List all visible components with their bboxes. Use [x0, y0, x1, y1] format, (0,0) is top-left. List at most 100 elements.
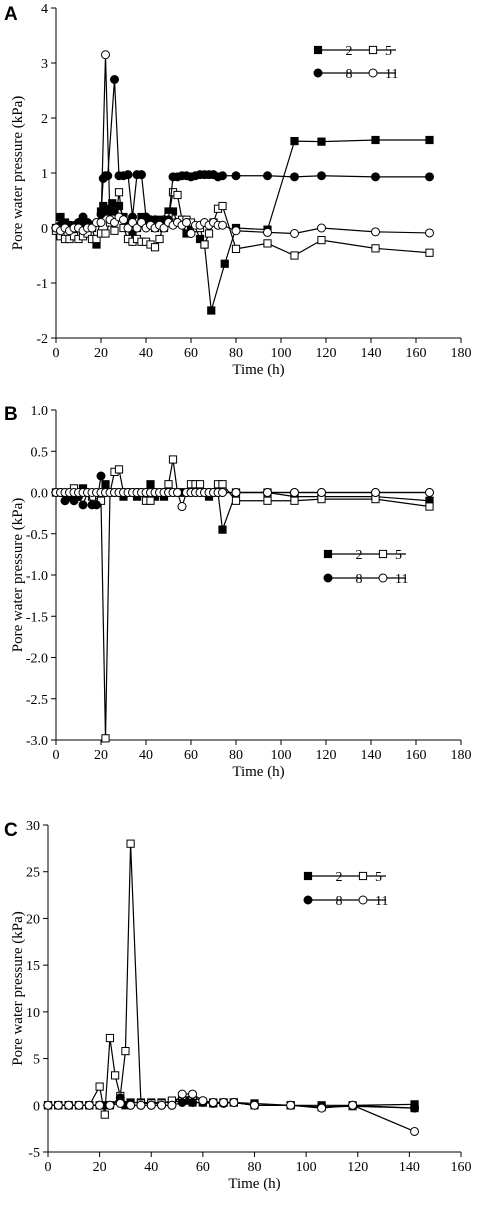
- x-tick-label: 140: [399, 1160, 420, 1175]
- data-point-series-11: [43, 1100, 53, 1110]
- x-tick-label: 120: [316, 748, 337, 763]
- y-tick-label: 20: [26, 912, 40, 927]
- data-point-series-11: [115, 1098, 125, 1108]
- legend-marker-8: [323, 573, 333, 583]
- data-point-series-11: [188, 1089, 198, 1099]
- x-axis-title: Time (h): [228, 1176, 280, 1192]
- data-point-series-5: [218, 480, 227, 489]
- legend-marker-5: [368, 45, 378, 55]
- y-tick-label: 10: [26, 1006, 40, 1021]
- y-tick-label: 3: [41, 57, 48, 72]
- legend-marker-11: [368, 68, 378, 78]
- legend-label-11: 11: [385, 67, 398, 82]
- data-point-series-11: [218, 220, 227, 230]
- x-tick-label: 80: [229, 748, 243, 763]
- chart-panel-b: B 0 20 40 60 80 100 120 140 160 180 -3.0 -2.5 -2.0 -1.…: [4, 404, 472, 780]
- x-tick-label: 0: [53, 748, 60, 763]
- legend-marker-11: [358, 895, 368, 905]
- data-point-series-5: [100, 1110, 109, 1119]
- data-point-series-2: [218, 525, 227, 534]
- legend-label-5: 5: [395, 548, 402, 563]
- y-tick-label: -2: [36, 332, 48, 347]
- data-point-series-11: [146, 1100, 156, 1110]
- data-point-series-5: [164, 480, 173, 489]
- y-tick-label: 15: [26, 959, 40, 974]
- data-point-series-5: [114, 465, 124, 474]
- x-axis-title: Time (h): [232, 764, 284, 780]
- y-tick-label: 1: [41, 167, 48, 182]
- data-point-series-11: [95, 1100, 105, 1110]
- data-point-series-11: [263, 488, 272, 497]
- data-point-series-11: [101, 50, 110, 60]
- y-tick-label: -5: [28, 1146, 40, 1161]
- legend-marker-2: [303, 871, 313, 881]
- legend-label-8: 8: [346, 67, 353, 82]
- data-point-series-8: [371, 172, 380, 182]
- data-point-series-5: [200, 240, 209, 249]
- x-tick-label: 100: [271, 748, 292, 763]
- y-tick-label: 30: [26, 819, 40, 834]
- legend-label-2: 2: [336, 870, 343, 885]
- data-point-series-11: [425, 488, 434, 497]
- data-point-series-5: [290, 251, 299, 260]
- data-point-series-8: [177, 1097, 187, 1107]
- data-point-series-11: [136, 1100, 146, 1110]
- data-point-series-11: [317, 488, 326, 497]
- data-point-series-11: [231, 488, 241, 497]
- series-11: [51, 50, 434, 238]
- data-point-series-5: [263, 496, 272, 505]
- data-point-series-8: [410, 1103, 420, 1113]
- data-point-series-2: [56, 212, 65, 222]
- x-tick-label: 40: [144, 1160, 158, 1175]
- data-point-series-2: [425, 135, 434, 145]
- series-11: [51, 488, 434, 512]
- data-point-series-11: [348, 1100, 358, 1110]
- data-point-series-5: [95, 1082, 104, 1091]
- data-point-series-11: [317, 1103, 327, 1113]
- data-point-series-8: [78, 500, 88, 510]
- data-point-series-11: [290, 488, 299, 497]
- data-point-series-8: [110, 75, 119, 84]
- data-point-series-11: [64, 1100, 74, 1110]
- data-point-series-11: [286, 1100, 296, 1110]
- data-point-series-11: [317, 223, 326, 233]
- data-point-series-5: [111, 1071, 120, 1080]
- x-tick-label: 0: [53, 346, 60, 361]
- data-point-series-11: [263, 227, 272, 237]
- data-point-series-8: [137, 170, 146, 180]
- data-point-series-5: [425, 248, 434, 257]
- data-point-series-5: [168, 455, 178, 464]
- data-point-series-8: [317, 171, 326, 181]
- data-point-series-2: [146, 480, 155, 489]
- x-tick-label: 20: [94, 346, 108, 361]
- x-tick-label: 160: [451, 1160, 472, 1175]
- x-axis-title: Time (h): [232, 362, 284, 378]
- x-tick-label: 120: [316, 346, 337, 361]
- data-point-series-11: [167, 1100, 177, 1110]
- data-point-series-8: [218, 171, 227, 181]
- legend-label-5: 5: [375, 870, 382, 885]
- legend: 2 5 8 11: [303, 870, 388, 909]
- data-point-series-11: [182, 218, 191, 227]
- legend: 2 5 8 11: [313, 44, 398, 82]
- panel-letter: A: [4, 4, 18, 25]
- legend: 2 5 8 11: [323, 548, 408, 587]
- x-tick-label: 140: [361, 748, 382, 763]
- data-point-series-2: [110, 207, 119, 216]
- data-point-series-5: [150, 243, 160, 252]
- y-tick-label: 5: [33, 1053, 40, 1068]
- data-point-series-2: [317, 137, 326, 146]
- data-point-series-5: [371, 244, 380, 253]
- y-tick-label: -3.0: [26, 734, 48, 749]
- x-tick-label: 0: [45, 1160, 52, 1175]
- x-tick-label: 60: [196, 1160, 210, 1175]
- x-tick-label: 20: [93, 1160, 107, 1175]
- series-5: [43, 839, 419, 1119]
- data-point-series-11: [177, 502, 187, 512]
- x-tick-label: 140: [361, 346, 382, 361]
- legend-label-8: 8: [336, 894, 343, 909]
- data-point-series-5: [317, 236, 326, 245]
- legend-marker-2: [313, 45, 323, 55]
- data-point-series-11: [425, 228, 434, 238]
